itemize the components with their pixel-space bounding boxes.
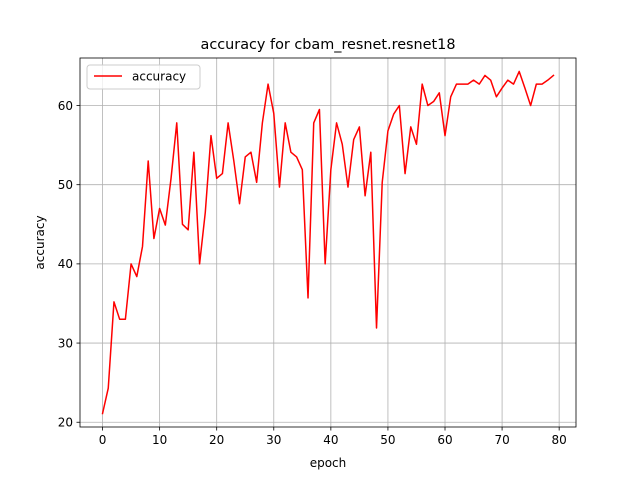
x-tick-label: 0 [99,433,107,447]
y-tick-label: 60 [58,99,73,113]
x-tick-label: 70 [494,433,509,447]
x-tick-label: 80 [552,433,567,447]
x-tick-label: 30 [266,433,281,447]
series-line-accuracy [101,70,555,415]
x-tick-label: 40 [323,433,338,447]
ticks: 0 10 20 30 40 50 60 70 80 20 30 40 50 60 [58,99,567,447]
x-tick-label: 10 [152,433,167,447]
y-tick-label: 40 [58,257,73,271]
grid [80,58,576,427]
x-axis-label: epoch [310,456,347,470]
series-layer [101,70,555,415]
legend-box [86,64,201,90]
y-tick-label: 20 [58,416,73,430]
legend-label-accuracy: accuracy [132,70,186,84]
legend: accuracy [86,64,201,90]
y-tick-label: 50 [58,178,73,192]
plot-frame [79,57,577,428]
y-tick-label: 30 [58,336,73,350]
x-tick-label: 50 [380,433,395,447]
y-axis-label: accuracy [33,215,47,269]
x-tick-label: 60 [437,433,452,447]
chart-title: accuracy for cbam_resnet.resnet18 [201,37,456,53]
x-tick-label: 20 [209,433,224,447]
